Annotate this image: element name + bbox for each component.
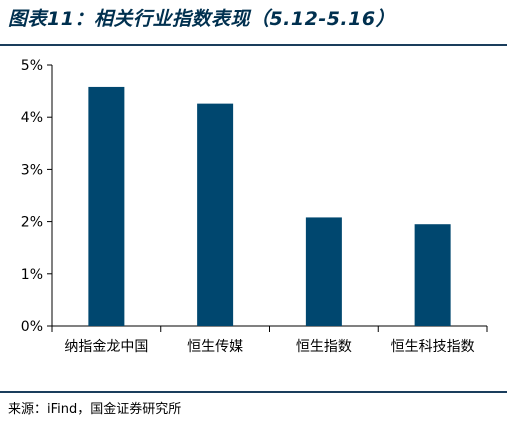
y-tick-label: 4% <box>21 110 43 126</box>
y-tick-label: 3% <box>21 162 43 178</box>
y-tick-label: 0% <box>21 319 43 335</box>
footer-divider <box>0 391 507 393</box>
bar <box>88 86 125 326</box>
bars <box>88 86 451 327</box>
bar <box>414 224 451 326</box>
y-axis: 0% 1% 2% 3% 4% 5% <box>21 58 53 335</box>
title-divider <box>0 44 507 46</box>
y-tick-label: 1% <box>21 267 43 283</box>
category-label: 恒生科技指数 <box>391 339 475 355</box>
bar <box>197 103 234 327</box>
category-labels: 纳指金龙中国 恒生传媒 恒生指数 恒生科技指数 <box>64 339 474 355</box>
x-axis <box>51 325 488 332</box>
y-tick-label: 5% <box>21 58 43 74</box>
bar-chart: 0% 1% 2% 3% 4% 5% 纳指金龙中国 恒生传媒 恒生指数 恒生科技指数 <box>21 58 488 355</box>
figure-title: 图表11：相关行业指数表现（5.12-5.16） <box>8 8 396 30</box>
category-label: 恒生传媒 <box>187 339 243 355</box>
bar <box>305 217 342 326</box>
source-note: 来源：iFind，国金证券研究所 <box>8 402 182 417</box>
category-label: 恒生指数 <box>296 339 352 355</box>
category-label: 纳指金龙中国 <box>64 339 148 355</box>
y-tick-label: 2% <box>21 215 43 231</box>
